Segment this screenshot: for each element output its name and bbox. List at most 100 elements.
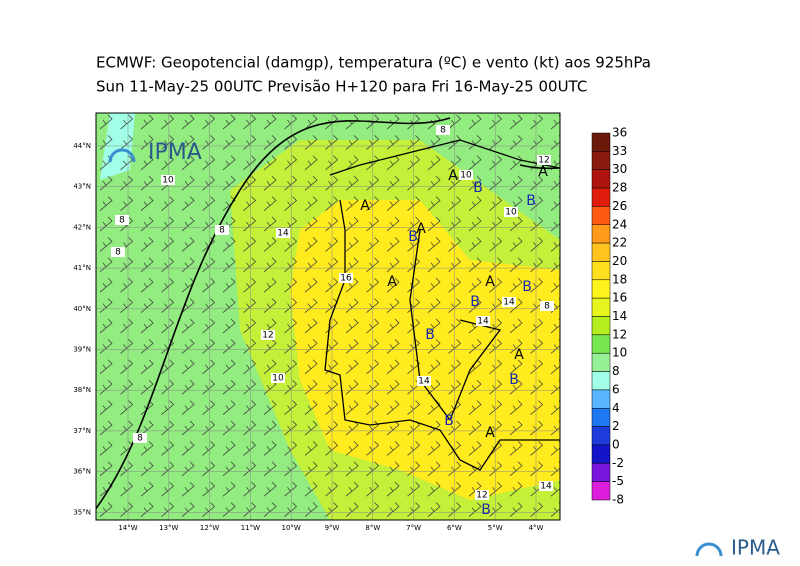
colorbar-label: 18 [612,272,627,286]
colorbar-box [591,316,611,336]
colorbar-label: 8 [612,364,620,378]
colorbar-label: 16 [612,291,627,305]
colorbar-label: 0 [612,437,620,451]
lat-label: 43°N [73,183,91,191]
contour-label: 14 [277,229,289,239]
contour-label-bg [261,330,275,340]
colorbar-label: -8 [612,493,624,507]
contour-label: 12 [476,491,487,501]
contour-label-bg [475,490,489,500]
lon-label: 9°W [325,524,340,532]
lon-label: 13°W [159,524,178,532]
colorbar-label: 12 [612,327,627,341]
lat-label: 38°N [73,386,91,394]
lon-label: 7°W [406,524,421,532]
contour-label: 10 [162,176,174,186]
colorbar-label: 14 [612,309,627,323]
colorbar-box [591,169,611,189]
contour-label-bg [476,316,490,326]
contour-label: 12 [538,156,549,166]
contour-label-bg [215,225,229,235]
lat-label: 37°N [73,427,91,435]
colorbar-box [591,371,611,391]
colorbar-box [591,463,611,482]
subtitle: Sun 11-May-25 00UTC Previsão H+120 para … [96,78,587,96]
lon-label: 6°W [447,524,462,532]
colorbar-label: 30 [612,162,627,176]
axes: 44°N 43°N 42°N 41°N 40°N 39°N 38°N 37°N 36°N 35°N… [73,142,543,532]
lon-label: 4°W [529,524,544,532]
colorbar-box [591,444,611,464]
contour-label-bg [504,207,518,217]
colorbar-label: 6 [612,382,620,396]
contour-label: 8 [544,302,550,312]
pressure-center: B [481,502,491,518]
lon-label: 11°W [241,524,260,532]
pressure-center: A [514,347,524,363]
colorbar-box [591,242,611,262]
pressure-center: B [444,413,454,429]
lon-label: 8°W [365,524,380,532]
lat-label: 40°N [73,305,91,313]
pressure-center: B [522,279,532,295]
colorbar-label: 4 [612,401,620,415]
pressure-center: A [448,168,458,184]
colorbar-label: 2 [612,419,620,433]
lon-label: 14°W [118,524,137,532]
map-frame [95,112,561,521]
colorbar-box [591,297,611,317]
colorbar-label: -5 [612,474,624,488]
contour-label: 14 [503,298,515,308]
colorbar-box [591,389,611,409]
contour-label: 14 [418,377,430,387]
pressure-center: A [416,221,426,237]
pressure-center: B [526,193,536,209]
contour-label-bg [459,170,473,180]
colorbar-box [591,352,611,372]
contour-label-bg [537,155,551,165]
contour-label: 14 [540,482,552,492]
colorbar-label: 36 [612,126,627,140]
pressure-center: A [485,425,495,441]
pressure-center: A [387,274,397,290]
colorbar-box [591,151,611,170]
lat-label: 41°N [73,264,91,272]
contour-label-bg [417,376,431,386]
colorbar-label: 22 [612,236,627,250]
title: ECMWF: Geopotencial (damgp), temperatura… [96,54,651,72]
colorbar-label: 28 [612,181,627,195]
contour-label: 8 [115,248,121,258]
contour-label: 10 [460,171,472,181]
pressure-center: A [485,274,495,290]
graticule [96,113,560,520]
contour-label-bg [115,215,129,225]
logo-text: IPMA [148,140,202,165]
pressure-center: B [425,327,435,343]
lat-label: 35°N [73,508,91,516]
contour-label: 12 [262,331,273,341]
colorbar-label: 10 [612,346,627,360]
contour-label: 8 [440,126,446,136]
contour-label: 8 [219,226,225,236]
colorbar-label: 33 [612,144,627,158]
contour-label: 10 [505,208,517,218]
contour-label-bg [133,433,147,443]
contour-label-bg [276,228,290,238]
contour-line [96,117,560,510]
colorbar-box [591,206,611,225]
colorbar-box [591,224,611,244]
contour-label: 16 [340,274,352,284]
lat-label: 44°N [73,142,91,150]
colorbar-box [591,481,611,501]
contour-label-bg [540,301,554,311]
colorbar-box [591,334,611,354]
contour-label: 10 [272,374,284,384]
contour-label-bg [271,373,285,383]
logo: IPMA IPMA [108,140,780,560]
pressure-center: B [470,294,480,310]
lat-label: 42°N [73,223,91,231]
